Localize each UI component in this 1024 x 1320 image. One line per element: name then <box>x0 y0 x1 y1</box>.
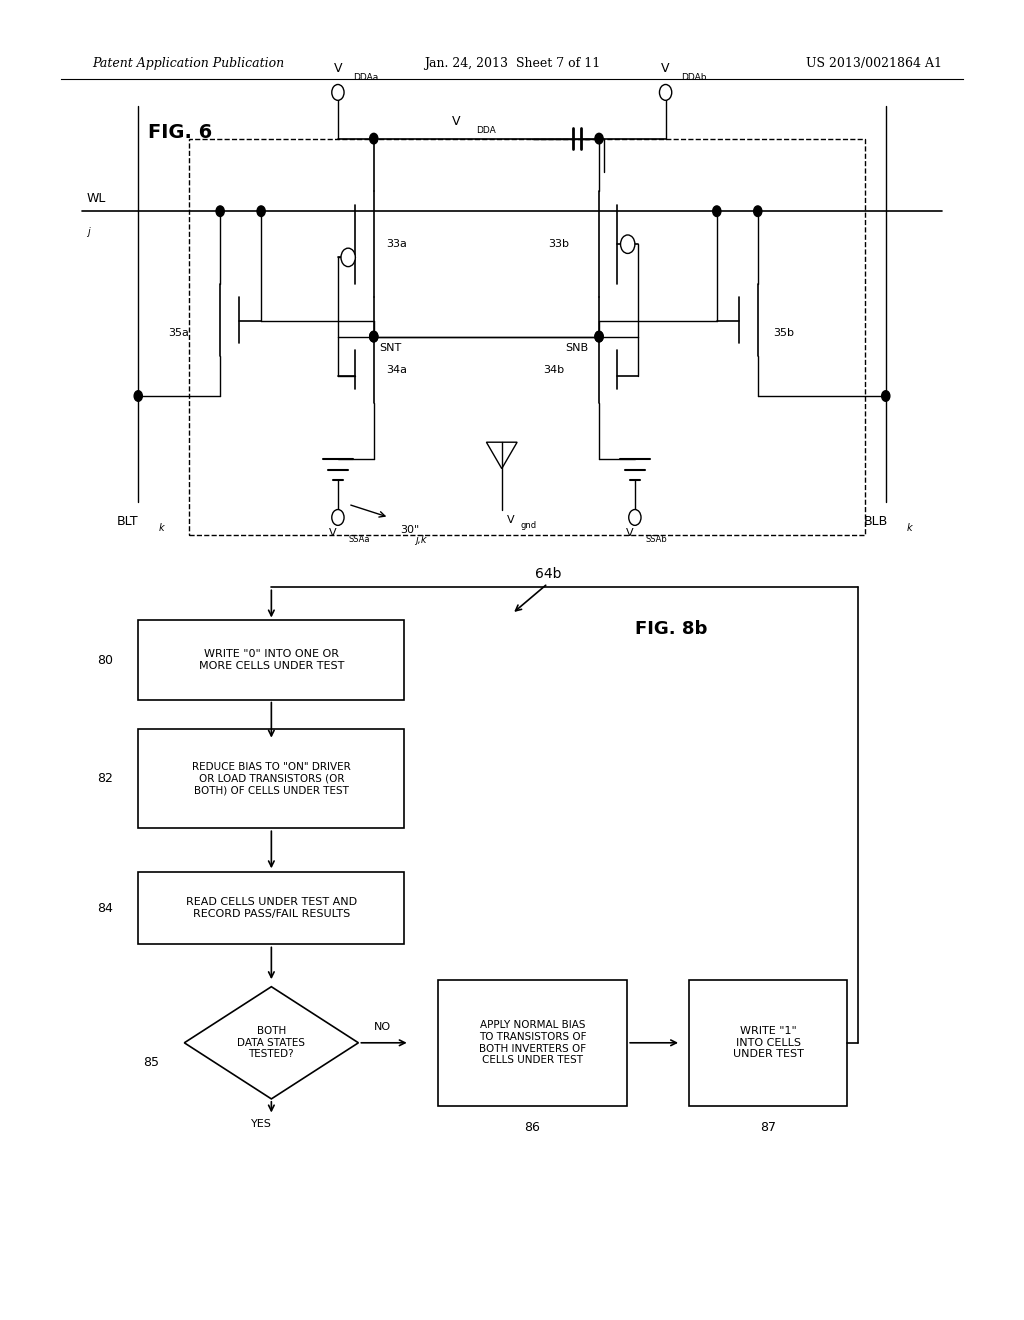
Text: REDUCE BIAS TO "ON" DRIVER
OR LOAD TRANSISTORS (OR
BOTH) OF CELLS UNDER TEST: REDUCE BIAS TO "ON" DRIVER OR LOAD TRANS… <box>191 762 351 796</box>
Text: NO: NO <box>374 1022 391 1032</box>
Text: SNT: SNT <box>379 343 401 354</box>
Text: READ CELLS UNDER TEST AND
RECORD PASS/FAIL RESULTS: READ CELLS UNDER TEST AND RECORD PASS/FA… <box>185 898 357 919</box>
Text: 34b: 34b <box>543 364 564 375</box>
Text: SSAb: SSAb <box>645 535 667 544</box>
Circle shape <box>370 133 378 144</box>
Text: BLB: BLB <box>863 515 888 528</box>
Text: FIG. 6: FIG. 6 <box>148 123 213 141</box>
Bar <box>189 139 865 535</box>
Text: 30": 30" <box>400 525 419 536</box>
Text: V: V <box>507 515 514 525</box>
Circle shape <box>370 331 378 342</box>
Text: V: V <box>626 528 634 539</box>
Text: k: k <box>159 523 164 533</box>
Text: Jan. 24, 2013  Sheet 7 of 11: Jan. 24, 2013 Sheet 7 of 11 <box>424 57 600 70</box>
Circle shape <box>257 206 265 216</box>
Text: SNB: SNB <box>565 343 589 354</box>
Text: DDAa: DDAa <box>353 73 379 82</box>
Text: US 2013/0021864 A1: US 2013/0021864 A1 <box>806 57 942 70</box>
Text: BLT: BLT <box>117 515 139 528</box>
Circle shape <box>216 206 224 216</box>
Text: V: V <box>329 528 337 539</box>
Circle shape <box>595 133 603 144</box>
Text: 82: 82 <box>96 772 113 785</box>
Circle shape <box>332 84 344 100</box>
Text: 64b: 64b <box>535 566 561 581</box>
Circle shape <box>595 331 603 342</box>
Text: 34a: 34a <box>386 364 408 375</box>
Circle shape <box>134 391 142 401</box>
Text: j,k: j,k <box>415 535 426 545</box>
Circle shape <box>621 235 635 253</box>
Circle shape <box>754 206 762 216</box>
Text: 86: 86 <box>524 1122 541 1134</box>
Text: Patent Application Publication: Patent Application Publication <box>92 57 285 70</box>
Circle shape <box>341 248 355 267</box>
Text: V: V <box>334 62 342 75</box>
Text: DDA: DDA <box>476 125 496 135</box>
Text: WRITE "1"
INTO CELLS
UNDER TEST: WRITE "1" INTO CELLS UNDER TEST <box>732 1026 804 1060</box>
Circle shape <box>659 84 672 100</box>
Text: FIG. 8b: FIG. 8b <box>635 620 708 639</box>
Circle shape <box>332 510 344 525</box>
Text: APPLY NORMAL BIAS
TO TRANSISTORS OF
BOTH INVERTERS OF
CELLS UNDER TEST: APPLY NORMAL BIAS TO TRANSISTORS OF BOTH… <box>479 1020 586 1065</box>
Text: 33a: 33a <box>386 239 407 249</box>
Text: SSAa: SSAa <box>348 535 370 544</box>
Text: BOTH
DATA STATES
TESTED?: BOTH DATA STATES TESTED? <box>238 1026 305 1060</box>
Text: gnd: gnd <box>520 521 537 531</box>
Circle shape <box>882 391 890 401</box>
Text: 84: 84 <box>96 902 113 915</box>
Text: 35a: 35a <box>169 329 189 338</box>
Circle shape <box>713 206 721 216</box>
Text: 33b: 33b <box>548 239 569 249</box>
Text: YES: YES <box>251 1119 271 1129</box>
Text: j: j <box>87 227 90 238</box>
Text: 87: 87 <box>760 1122 776 1134</box>
Text: 85: 85 <box>142 1056 159 1069</box>
Text: 35b: 35b <box>773 329 795 338</box>
Text: WL: WL <box>87 191 106 205</box>
Text: V: V <box>662 62 670 75</box>
Text: 80: 80 <box>96 653 113 667</box>
Circle shape <box>629 510 641 525</box>
Circle shape <box>595 331 603 342</box>
Text: WRITE "0" INTO ONE OR
MORE CELLS UNDER TEST: WRITE "0" INTO ONE OR MORE CELLS UNDER T… <box>199 649 344 671</box>
Text: DDAb: DDAb <box>681 73 707 82</box>
Text: k: k <box>906 523 911 533</box>
Text: V: V <box>453 115 461 128</box>
Circle shape <box>370 331 378 342</box>
